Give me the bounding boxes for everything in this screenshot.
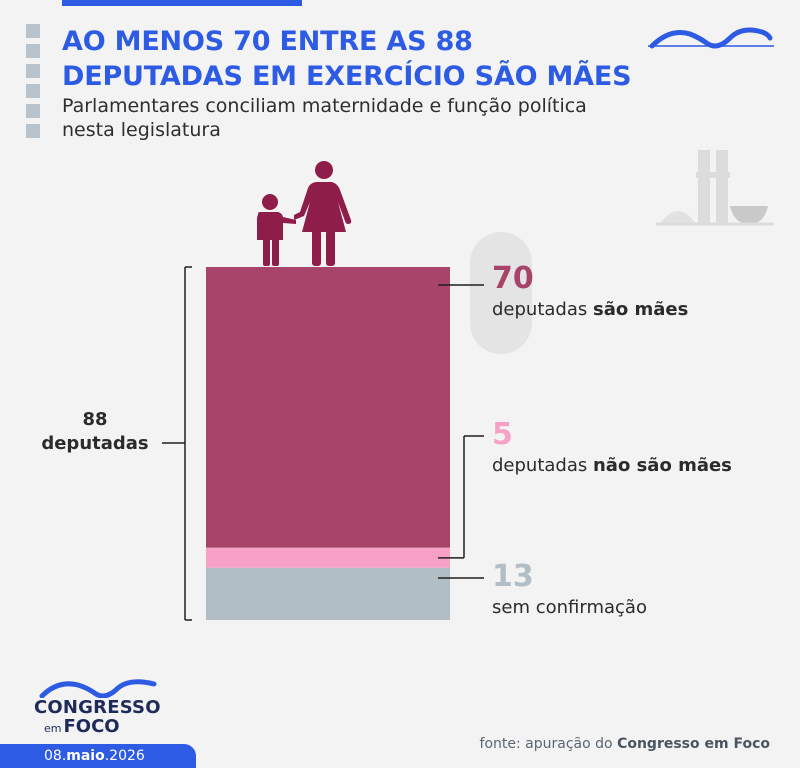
annotation-sem-confirmacao: 13 sem confirmação [492, 560, 647, 620]
chart-subtitle: Parlamentares conciliam maternidade e fu… [62, 94, 702, 142]
national-congress-building-icon [656, 150, 774, 226]
congresso-em-foco-logo: CONGRESSO em FOCO [34, 676, 164, 738]
mother-and-child-icon [257, 161, 352, 266]
bar-segment-1 [206, 267, 450, 548]
total-number: 88 [82, 409, 108, 430]
annotation-maes-text: deputadas são mães [492, 299, 689, 320]
annotation-sem-confirmacao-text: sem confirmação [492, 597, 647, 618]
congresso-wave-icon [39, 679, 157, 698]
source-credit: fonte: apuração do Congresso em Foco [479, 736, 770, 752]
bar-segment-2 [206, 547, 450, 568]
title-line-2: DEPUTADAS EM EXERCÍCIO SÃO MÃES [62, 61, 632, 92]
title-line-1: AO MENOS 70 ENTRE AS 88 [62, 26, 473, 57]
decorative-squares [26, 24, 40, 144]
top-accent-bar [62, 0, 302, 6]
total-word: deputadas [41, 433, 149, 454]
total-label: 88 deputadas [30, 408, 160, 456]
congresso-wave-logo-icon [648, 27, 774, 49]
publication-date: 08.maio.2026 [0, 744, 196, 768]
bar-segment-3 [206, 567, 450, 620]
logo-word-congresso: CONGRESSO [34, 697, 161, 718]
annotation-nao-maes-text: deputadas não são mães [492, 455, 732, 476]
annotation-maes-number: 70 [492, 261, 534, 296]
annotation-sem-confirmacao-number: 13 [492, 559, 534, 594]
annotation-nao-maes: 5 deputadas não são mães [492, 418, 732, 478]
chart-title: AO MENOS 70 ENTRE AS 88 DEPUTADAS EM EXE… [62, 24, 662, 94]
annotation-maes: 70 deputadas são mães [492, 262, 688, 322]
logo-word-em-foco: em FOCO [44, 716, 120, 737]
annotation-nao-maes-number: 5 [492, 417, 513, 452]
decorative-highlight-pill [470, 232, 532, 354]
subtitle-line-1: Parlamentares conciliam maternidade e fu… [62, 95, 587, 117]
subtitle-line-2: nesta legislatura [62, 119, 221, 141]
